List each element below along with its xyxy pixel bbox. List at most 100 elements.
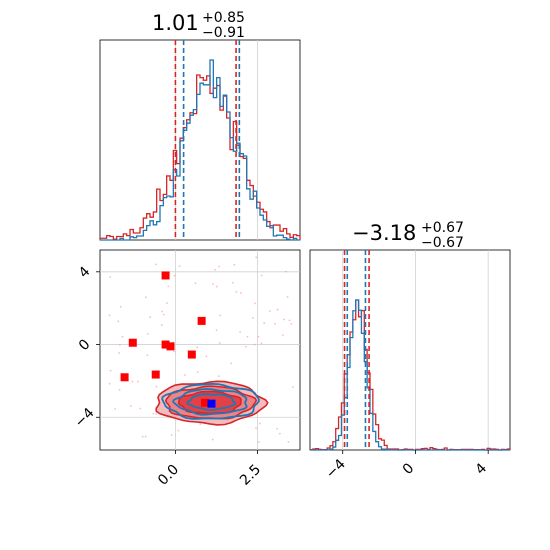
faint-sample [109,276,112,278]
hist-param1-red-series [99,74,301,240]
title-param1-lower: −0.91 [202,25,245,41]
faint-sample [286,295,289,298]
joint-truth-marker [207,399,216,408]
joint-x-ticks: 0.0 2.5 [155,450,264,489]
faint-sample [162,313,165,316]
faint-sample [287,441,290,443]
faint-sample [274,322,276,325]
faint-sample [281,334,284,336]
faint-sample [276,308,279,311]
title-param2-value: −3.18 [352,221,416,245]
faint-sample [144,435,147,438]
faint-sample [109,369,112,372]
hist-param1-panel [99,39,301,241]
faint-sample [194,282,197,285]
faint-sample [167,285,170,288]
joint-y-ticks: −4 0 4 [72,264,100,431]
faint-sample [290,322,293,325]
title-param2-upper: +0.67 [421,220,464,236]
faint-sample [146,333,149,335]
faint-sample [118,352,121,354]
faint-sample [230,362,233,365]
faint-sample [160,324,163,326]
faint-sample [257,335,260,338]
faint-sample [276,427,279,430]
y-tick-label: 4 [76,264,94,282]
outlier-square [161,340,170,349]
faint-sample [212,283,214,286]
faint-sample [170,433,173,436]
faint-sample [263,322,266,324]
faint-sample [114,408,117,410]
title-param1: 1.01 +0.85 −0.91 [152,10,245,41]
contour-blue [172,388,248,416]
faint-sample [283,318,285,321]
hist-param2-x-ticks: −4 0 4 [323,450,490,482]
faint-sample [235,290,238,293]
faint-sample [108,382,111,385]
faint-sample [139,407,142,410]
y-tick-label: 0 [76,336,94,354]
faint-sample [121,335,124,338]
faint-sample [254,302,256,305]
faint-sample [199,423,202,426]
faint-sample [196,346,199,349]
outlier-square [187,350,196,359]
hist-param2-panel [309,249,511,451]
title-param1-value: 1.01 [152,11,199,35]
x-tick-label: 2.5 [237,462,264,489]
y-tick-label: −4 [72,405,98,431]
faint-sample [118,389,121,391]
faint-sample [129,404,132,407]
outlier-square [151,370,160,379]
faint-sample [165,302,168,305]
outlier-square [200,398,209,407]
outlier-square [128,338,137,347]
faint-sample [117,320,120,323]
hist-param2-blue-series [310,299,510,451]
faint-sample [269,310,271,313]
outlier-square [197,316,206,325]
faint-sample [177,429,180,432]
faint-sample [253,343,256,346]
faint-sample [144,296,147,299]
joint-panel [99,249,301,451]
faint-sample [161,310,163,313]
faint-sample [152,412,155,415]
faint-sample [214,268,216,271]
faint-sample [184,374,186,376]
faint-sample [288,319,291,322]
faint-sample [217,375,220,378]
faint-sample [146,354,149,357]
faint-sample [239,330,242,333]
faint-sample [255,427,257,430]
outlier-square [166,342,175,351]
faint-sample [260,274,263,277]
contour-blue [161,382,260,420]
faint-sample [218,265,220,268]
faint-sample [292,386,294,389]
contour-blue [185,393,237,411]
faint-sample [149,316,152,319]
truth-square [207,399,216,408]
title-param2: −3.18 +0.67 −0.67 [352,220,464,251]
x-tick-label: −4 [323,456,349,482]
faint-sample [141,435,144,438]
faint-sample [215,285,218,288]
faint-sample [218,342,221,344]
x-tick-label: 0 [400,460,418,478]
faint-sample [258,422,261,425]
x-tick-label: 0.0 [155,462,182,489]
faint-sample [119,344,121,346]
faint-sample [278,432,281,435]
hist-param1-blue-series [100,59,300,241]
faint-sample [257,441,260,443]
faint-sample [255,256,258,259]
faint-sample [240,292,242,294]
title-param1-upper: +0.85 [202,10,245,26]
faint-sample [131,380,134,383]
outlier-square [120,373,129,382]
joint-outlier-markers [120,271,209,407]
faint-sample [137,380,139,383]
